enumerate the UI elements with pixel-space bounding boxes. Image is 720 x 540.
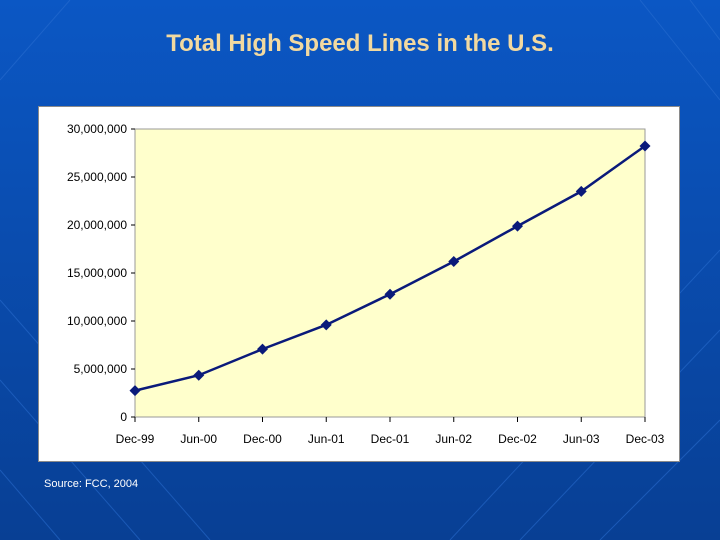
data-point-marker <box>257 343 268 355</box>
x-tick-label: Dec-02 <box>498 432 537 446</box>
x-tick-label: Dec-00 <box>243 432 282 446</box>
x-tick-label: Dec-01 <box>371 432 410 446</box>
plot-area <box>134 128 646 418</box>
y-tick-label: 25,000,000 <box>67 170 127 184</box>
source-note: Source: FCC, 2004 <box>44 478 139 490</box>
data-point-marker <box>193 369 205 381</box>
x-tick-label: Jun-02 <box>435 432 472 446</box>
x-tick-label: Jun-00 <box>180 432 217 446</box>
slide-title: Total High Speed Lines in the U.S. <box>166 30 554 57</box>
y-tick-label: 30,000,000 <box>67 122 127 136</box>
y-tick-label: 20,000,000 <box>67 218 127 232</box>
data-point-marker <box>384 288 396 300</box>
x-tick-label: Jun-03 <box>563 432 600 446</box>
data-point-marker <box>639 140 651 152</box>
data-point-marker <box>575 185 587 197</box>
y-tick-label: 0 <box>120 410 127 424</box>
data-point-marker <box>512 220 523 232</box>
y-tick-label: 5,000,000 <box>74 362 128 376</box>
chart-panel: 0 5,000,000 10,000,000 15,000,000 20,000,000… <box>38 106 680 462</box>
x-tick-label: Jun-01 <box>308 432 345 446</box>
x-tick-label: Dec-99 <box>116 432 155 446</box>
x-tick-label: Dec-03 <box>626 432 665 446</box>
y-tick-label: 10,000,000 <box>67 314 127 328</box>
line-chart: 0 5,000,000 10,000,000 15,000,000 20,000,000… <box>67 122 665 446</box>
y-tick-label: 15,000,000 <box>67 266 127 280</box>
data-point-marker <box>129 385 141 397</box>
data-point-marker <box>320 319 332 331</box>
